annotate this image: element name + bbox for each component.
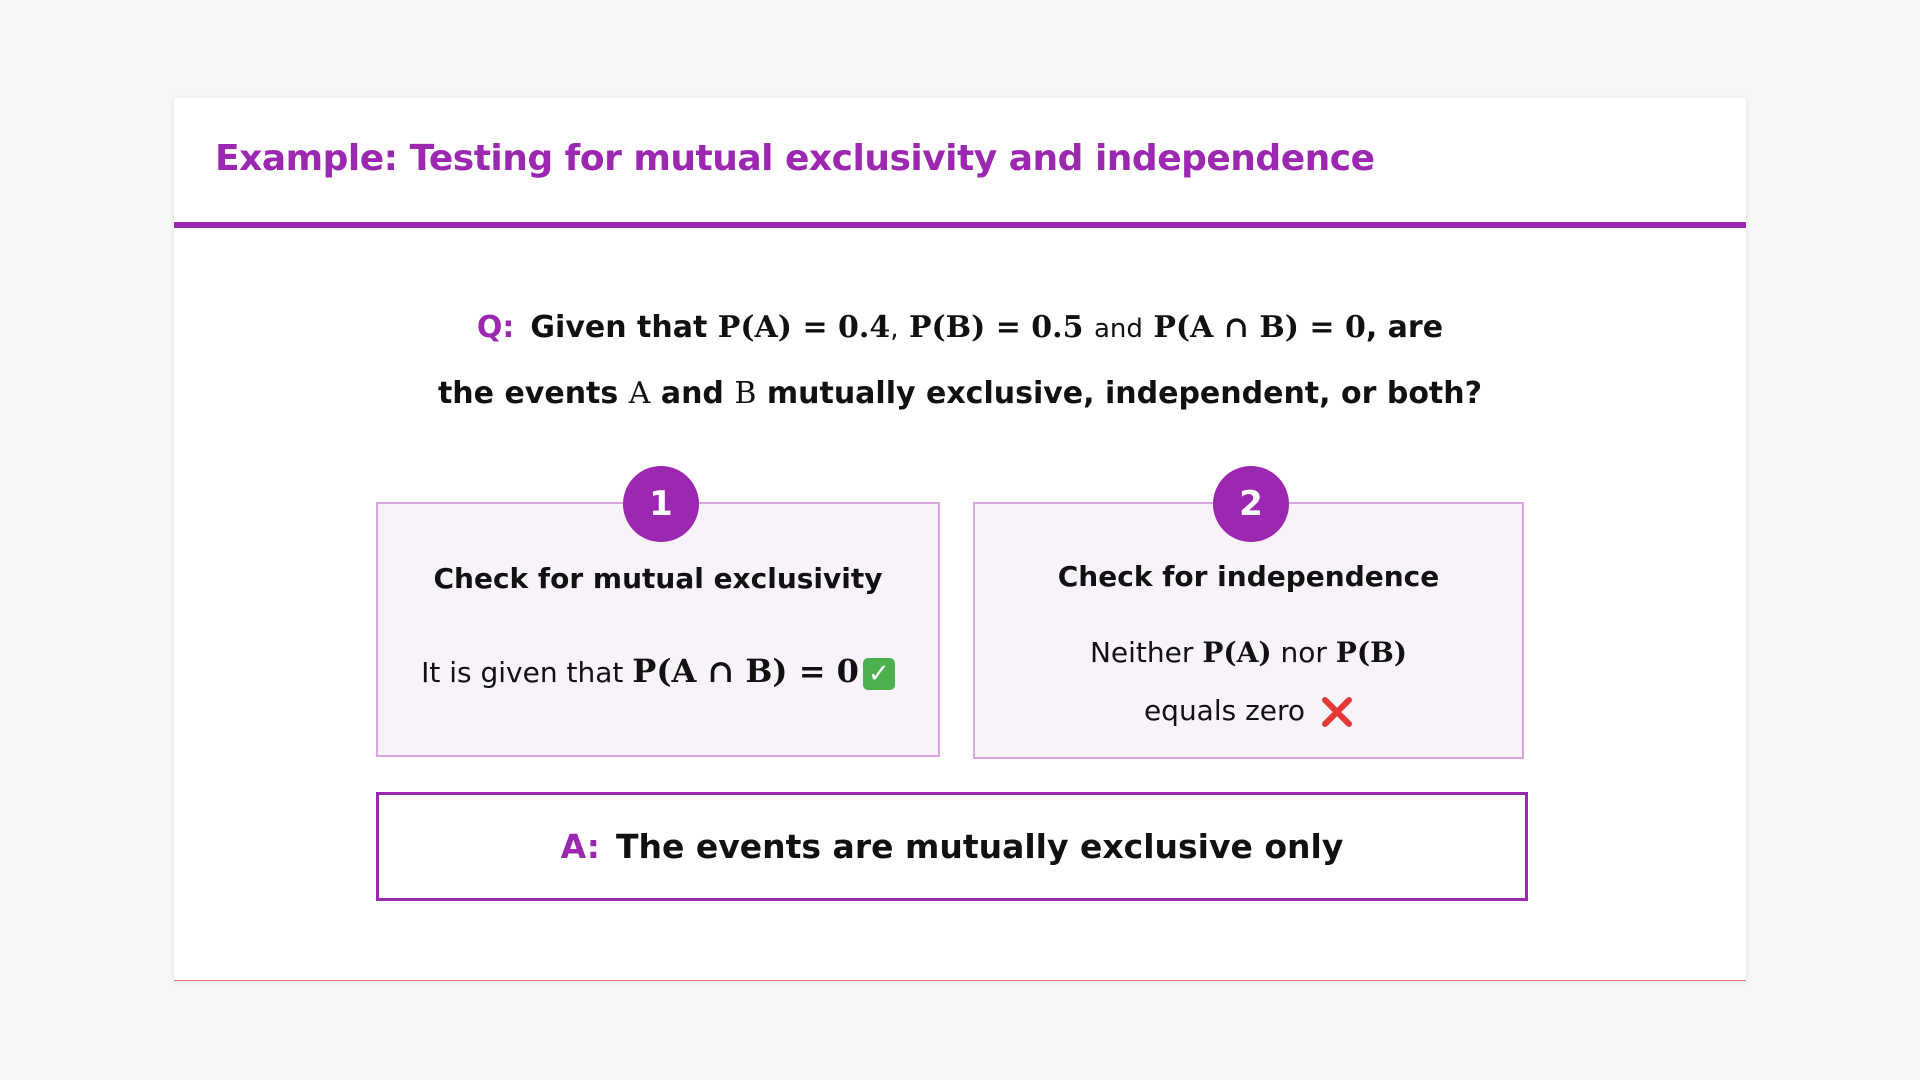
- math: P(A ∩ B) = 0: [632, 652, 859, 690]
- title-rule: [174, 222, 1746, 228]
- step-box: Check for mutual exclusivity It is given…: [376, 502, 940, 757]
- text: ,: [890, 314, 899, 344]
- math: P(A ∩ B) = 0: [1153, 310, 1366, 345]
- step-heading: Check for independence: [1057, 560, 1440, 593]
- text: nor: [1280, 636, 1327, 669]
- step-number: 2: [1213, 466, 1289, 542]
- question-label: Q:: [476, 310, 515, 345]
- step-number: 1: [623, 466, 699, 542]
- text: equals zero: [1143, 694, 1306, 727]
- text: and: [1093, 314, 1143, 344]
- step-text: It is given that P(A ∩ B) = 0 ✓: [378, 652, 938, 690]
- slide-title: Example: Testing for mutual exclusivity …: [215, 138, 1375, 179]
- step-box: Check for independence Neither P(A) nor …: [973, 502, 1524, 759]
- question-line: the events A and B mutually exclusive, i…: [174, 376, 1746, 411]
- step-text: equals zero: [975, 694, 1522, 728]
- text: the events: [437, 376, 619, 411]
- text: Given that: [530, 310, 708, 345]
- math: A: [628, 376, 651, 411]
- math: P(B) = 0.5: [908, 310, 1084, 345]
- text: mutually exclusive, independent, or both…: [766, 376, 1483, 411]
- math: P(A): [1202, 636, 1272, 669]
- check-icon: ✓: [862, 658, 895, 690]
- answer-text: The events are mutually exclusive only: [616, 827, 1344, 866]
- cross-icon: [1322, 697, 1353, 727]
- answer-label: A:: [560, 827, 600, 866]
- step-heading: Check for mutual exclusivity: [433, 562, 883, 595]
- step-text: Neither P(A) nor P(B): [975, 636, 1522, 669]
- text: It is given that: [421, 656, 624, 689]
- text: , are: [1365, 310, 1444, 345]
- text: and: [660, 376, 724, 411]
- math: B: [734, 376, 757, 411]
- math: P(B): [1335, 636, 1408, 669]
- slide-card: Example: Testing for mutual exclusivity …: [174, 98, 1746, 981]
- text: Neither: [1089, 636, 1194, 669]
- question-line: Q: Given that P(A) = 0.4, P(B) = 0.5 and …: [174, 310, 1746, 345]
- math: P(A) = 0.4: [717, 310, 891, 345]
- answer-box: A: The events are mutually exclusive only: [376, 792, 1528, 901]
